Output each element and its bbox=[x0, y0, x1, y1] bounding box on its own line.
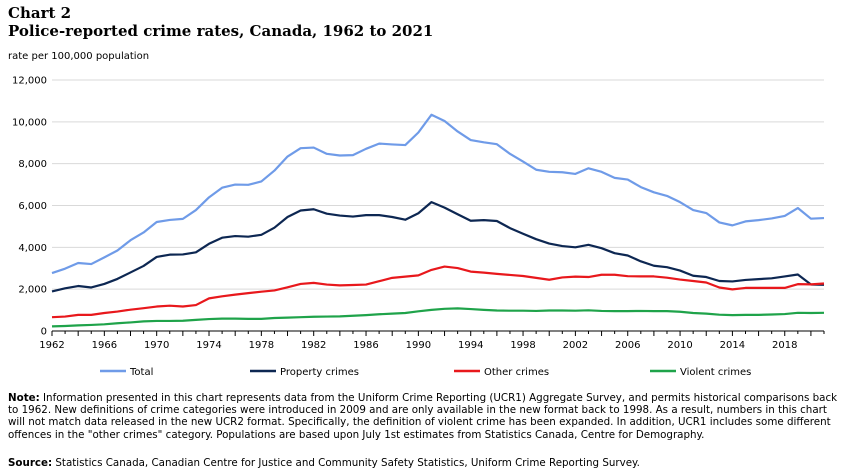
x-tick-label: 1962 bbox=[39, 340, 64, 351]
x-tick-label: 1994 bbox=[458, 340, 483, 351]
chart-source: Source: Statistics Canada, Canadian Cent… bbox=[8, 457, 838, 469]
x-tick-label: 1990 bbox=[406, 340, 431, 351]
x-tick-label: 1966 bbox=[92, 340, 117, 351]
y-tick-label: 0 bbox=[41, 327, 47, 338]
series-line-violent-crimes bbox=[51, 307, 825, 328]
note-text: Information presented in this chart repr… bbox=[8, 392, 838, 441]
x-tick-label: 1974 bbox=[196, 340, 221, 351]
legend-label-total: Total bbox=[129, 367, 153, 378]
series-line-total bbox=[51, 113, 825, 275]
gridlines bbox=[52, 79, 824, 290]
y-tick-label: 2,000 bbox=[18, 285, 47, 296]
y-tick-label: 6,000 bbox=[18, 201, 47, 212]
source-label: Source: bbox=[8, 457, 53, 469]
x-tick-label: 1982 bbox=[301, 340, 326, 351]
x-tick-label: 2018 bbox=[772, 340, 797, 351]
legend-label-violent-crimes: Violent crimes bbox=[680, 367, 751, 378]
x-tick-label: 1978 bbox=[249, 340, 274, 351]
y-tick-label: 10,000 bbox=[12, 117, 47, 128]
y-tick-label: 12,000 bbox=[12, 76, 47, 87]
chart-note: Note: Information presented in this char… bbox=[8, 392, 838, 441]
legend-label-property-crimes: Property crimes bbox=[280, 367, 359, 378]
x-tick-label: 2010 bbox=[667, 340, 692, 351]
x-tick-label: 1970 bbox=[144, 340, 169, 351]
series-lines bbox=[51, 113, 825, 328]
series-line-other-crimes bbox=[51, 265, 825, 319]
x-tick-label: 1986 bbox=[353, 340, 378, 351]
chart-title: Police-reported crime rates, Canada, 196… bbox=[8, 22, 434, 40]
series-line-property-crimes bbox=[51, 201, 825, 293]
x-tick-label: 2006 bbox=[615, 340, 640, 351]
y-axis-tick-labels: 0 2,000 4,000 6,000 8,000 10,000 12,000 bbox=[12, 76, 47, 338]
chart-number: Chart 2 bbox=[8, 4, 72, 22]
x-tick-label: 1998 bbox=[510, 340, 535, 351]
y-tick-label: 8,000 bbox=[18, 159, 47, 170]
y-axis-unit-label: rate per 100,000 population bbox=[8, 51, 150, 62]
note-label: Note: bbox=[8, 392, 40, 404]
legend: Total Property crimes Other crimes Violent … bbox=[100, 367, 751, 378]
x-axis: 1962 1966 1970 1974 1978 1982 1986 1990 1994 1998… bbox=[39, 330, 825, 351]
x-tick-label: 2014 bbox=[720, 340, 745, 351]
legend-label-other-crimes: Other crimes bbox=[484, 367, 549, 378]
x-tick-label: 2002 bbox=[563, 340, 588, 351]
source-text: Statistics Canada, Canadian Centre for J… bbox=[55, 457, 640, 469]
y-tick-label: 4,000 bbox=[18, 243, 47, 254]
